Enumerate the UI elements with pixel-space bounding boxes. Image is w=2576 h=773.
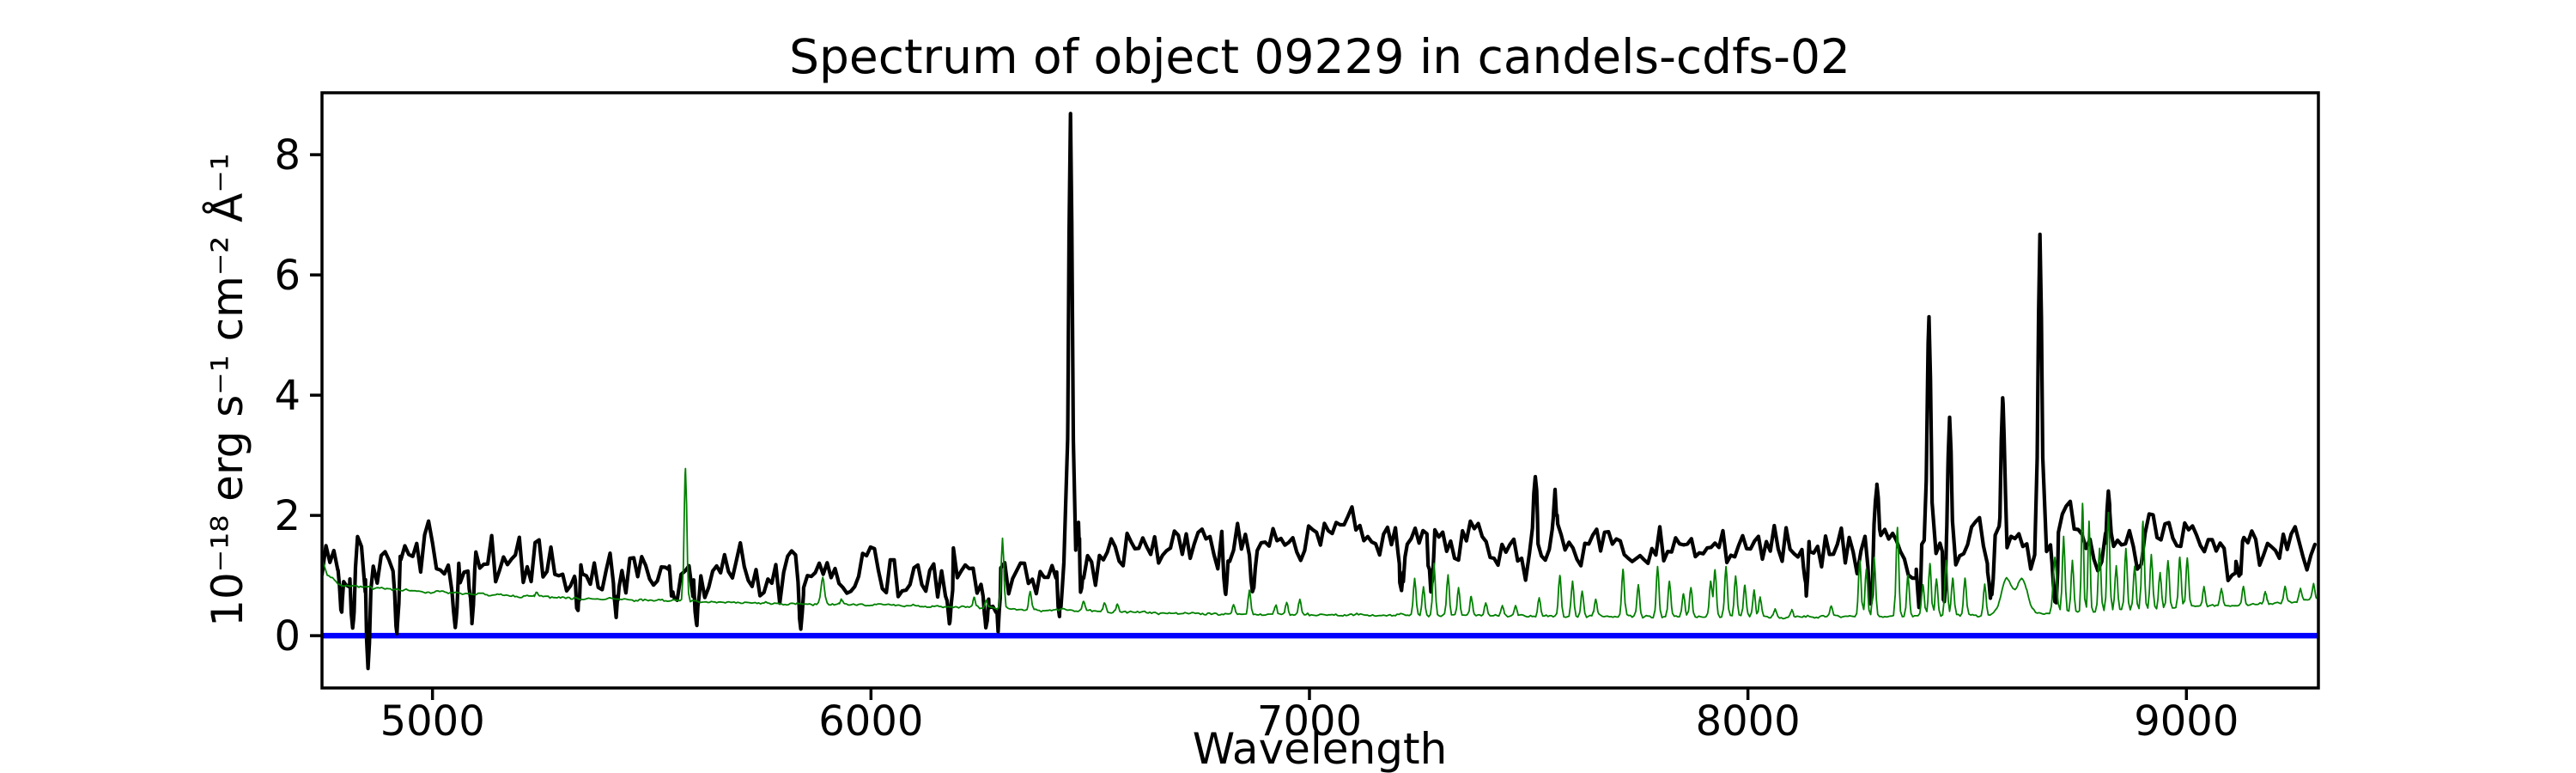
y-tick-label: 8 [274, 131, 301, 180]
y-tick-label: 6 [274, 252, 301, 300]
x-tick-label: 7000 [1257, 697, 1362, 746]
x-tick-label: 9000 [2134, 697, 2239, 746]
y-tick-label: 4 [274, 372, 301, 420]
y-tick-label: 0 [274, 612, 301, 660]
plot-title: Spectrum of object 09229 in candels-cdfs… [789, 29, 1850, 84]
series-layer [322, 112, 2318, 671]
x-tick-label: 8000 [1696, 697, 1801, 746]
x-axis-label: Wavelength [1193, 724, 1448, 773]
x-tick-label: 6000 [818, 697, 923, 746]
y-axis-label: 10⁻¹⁸ erg s⁻¹ cm⁻² Å⁻¹ [203, 153, 252, 627]
y-axis-ticks: 0 2 4 6 8 [274, 131, 322, 660]
object-spectrum-line [322, 112, 2317, 671]
y-tick-label: 2 [274, 492, 301, 540]
axes-spines [320, 91, 2320, 690]
error-sky-spectrum-line [322, 467, 2318, 620]
x-tick-label: 5000 [380, 697, 485, 746]
x-axis-ticks: 5000 6000 7000 8000 9000 [380, 688, 2239, 746]
plot-background [322, 93, 2318, 688]
